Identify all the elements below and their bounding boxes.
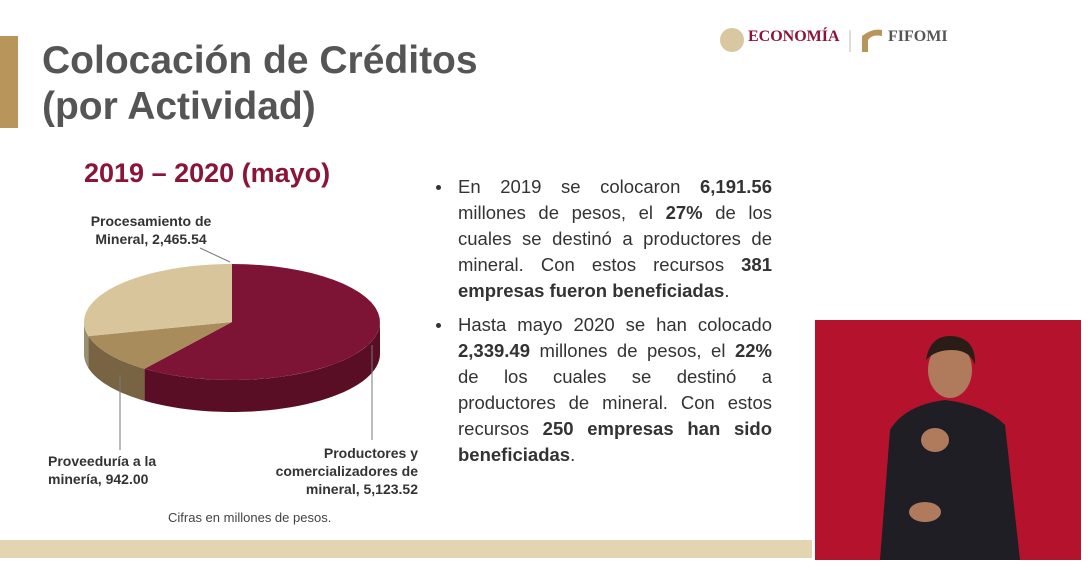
- bullet-text: millones de pesos, el: [530, 340, 735, 361]
- interpreter-head: [928, 342, 972, 398]
- pie-label-category: Procesamiento de Mineral,: [90, 213, 212, 247]
- pie-label: Productores y comercializadores de miner…: [258, 444, 418, 498]
- logo-emblem: [720, 28, 744, 52]
- bullet-text: 6,191.56: [699, 176, 772, 197]
- pie-label-category: Productores y comercializadores de miner…: [275, 445, 418, 497]
- pie-side: [88, 336, 145, 401]
- logo-economia: ECONOMÍA: [748, 28, 840, 45]
- pie-side: [144, 322, 380, 412]
- bullet-text: de los cuales se destinó a productores d…: [458, 202, 772, 275]
- bullet-text: 381 empresas fueron beneficiadas: [458, 254, 772, 301]
- interpreter-body: [880, 400, 1020, 560]
- footer-bar: [0, 540, 812, 558]
- title-line: Colocación de Créditos: [42, 39, 478, 82]
- slide-title: Colocación de Créditos (por Actividad): [42, 38, 602, 130]
- bullet-text: .: [724, 280, 730, 301]
- pie-label-value: 5,123.52: [363, 481, 419, 497]
- bullet: En 2019 se colocaron 6,191.56 millones d…: [432, 174, 772, 304]
- interpreter-hair: [926, 335, 976, 365]
- bullet-text: 2,339.49: [458, 340, 531, 361]
- interpreter-hand: [921, 428, 949, 452]
- logo-fifomi-icon: [862, 29, 882, 52]
- chart-note: Cifras en millones de pesos.: [168, 510, 332, 525]
- pie-label-value: 2,465.54: [152, 231, 207, 247]
- pie-slice: [88, 322, 233, 369]
- pie-slice: [84, 264, 232, 337]
- pie-side: [84, 322, 89, 369]
- pie-label: Procesamiento de Mineral, 2,465.54: [76, 212, 226, 248]
- interpreter-hand: [909, 502, 941, 522]
- bullet-list: En 2019 se colocaron 6,191.56 millones d…: [432, 174, 772, 476]
- pie-label-value: 942.00: [105, 471, 149, 487]
- bullet-text: de los cuales se destinó a productores d…: [458, 366, 772, 439]
- chart-title: 2019 – 2020 (mayo): [84, 158, 331, 188]
- bullet-text: En 2019 se colocaron: [458, 176, 700, 197]
- bullet: Hasta mayo 2020 se han colocado 2,339.49…: [432, 312, 772, 468]
- accent-bar: [0, 36, 18, 128]
- pie-label: Proveeduría a la minería, 942.00: [48, 452, 198, 488]
- pie-chart: [84, 247, 380, 450]
- bullet-text: .: [570, 444, 576, 465]
- bullet-text: millones de pesos, el: [458, 202, 666, 223]
- bullet-text: 27%: [665, 202, 703, 223]
- bullet-text: Hasta mayo 2020 se han colocado: [458, 314, 772, 335]
- pie-label-category: Proveeduría a la minería,: [48, 453, 157, 487]
- bullet-text: 22%: [734, 340, 772, 361]
- pie-slice: [144, 264, 380, 380]
- leader-line: [199, 247, 231, 263]
- logo-fifomi: FIFOMI: [888, 28, 948, 45]
- title-line: (por Actividad): [42, 85, 316, 128]
- bullet-text: 250 empresas han sido beneficiadas: [458, 418, 772, 465]
